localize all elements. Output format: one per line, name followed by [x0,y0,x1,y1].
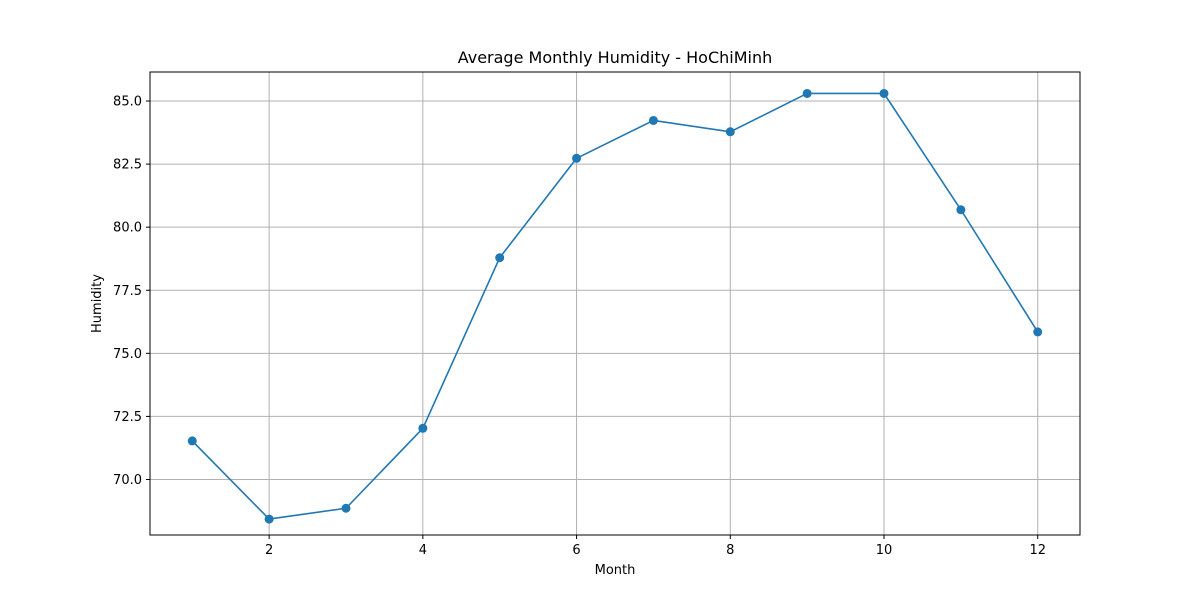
data-point-month-6 [572,153,582,163]
y-tick-label: 77.5 [113,284,142,299]
data-point-month-10 [879,88,889,98]
y-tick-label: 72.5 [113,410,142,425]
data-point-month-4 [418,423,428,433]
y-tick-label: 75.0 [113,347,142,362]
data-point-month-12 [1033,327,1043,337]
x-tick-label: 8 [726,543,734,558]
y-tick-label: 82.5 [113,158,142,173]
grid [150,72,1080,535]
data-point-month-2 [264,514,274,524]
y-tick-label: 80.0 [113,221,142,236]
humidity-series-line [191,92,1039,520]
series [187,88,1043,524]
plot-area-frame [149,71,1081,536]
data-point-month-11 [956,205,966,215]
data-point-month-5 [495,253,505,263]
y-tick-label: 85.0 [113,95,142,110]
x-tick-label: 10 [876,543,893,558]
x-tick-label: 6 [572,543,580,558]
x-axis-title: Month [595,563,636,578]
x-tick-label: 2 [265,543,273,558]
y-tick-label: 70.0 [113,473,142,488]
chart-title: Average Monthly Humidity - HoChiMinh [458,48,773,67]
data-point-month-7 [648,115,658,125]
x-tick-label: 4 [419,543,427,558]
data-point-month-8 [725,127,735,137]
axis-ticks: 2 4 6 8 10 12 70.0 72.5 75.0 77.5 80.0 82.5 85.0 [113,95,1046,558]
data-point-month-9 [802,88,812,98]
data-point-month-1 [187,436,197,446]
data-point-month-3 [341,503,351,513]
x-tick-label: 12 [1029,543,1046,558]
y-axis-title: Humidity [90,274,105,333]
